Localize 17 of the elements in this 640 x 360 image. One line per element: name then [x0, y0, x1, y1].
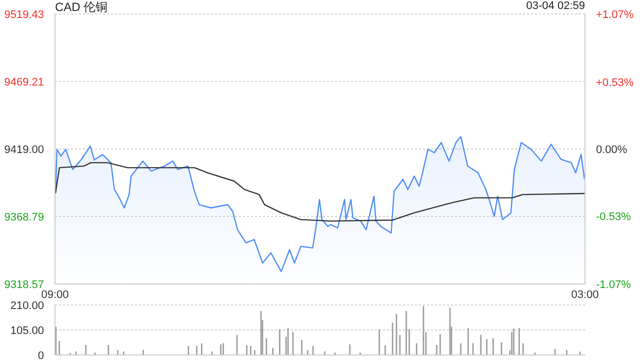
- x-tick-label: 09:00: [41, 289, 69, 301]
- chart-title: CAD 伦铜: [55, 0, 108, 16]
- y2-tick-label: -0.53%: [596, 210, 632, 223]
- y-tick-label: 9469.21: [4, 76, 44, 89]
- text: 03-04 02:59: [526, 0, 585, 12]
- y-tick-label: 9419.00: [4, 144, 44, 156]
- y-tick-label: 9318.57: [4, 279, 44, 291]
- y-tick-label: 9519.43: [4, 9, 44, 21]
- y-tick-label: 105.00: [10, 325, 44, 337]
- y2-tick-label: +1.07%: [596, 9, 634, 21]
- x-tick-label: 03:00: [571, 289, 599, 301]
- y-tick-label: 210.00: [10, 300, 44, 312]
- y-tick-label: 0: [38, 350, 44, 360]
- y2-tick-label: -1.07%: [596, 279, 632, 291]
- y-tick-label: 9368.79: [4, 211, 44, 224]
- y2-tick-label: 0.00%: [596, 144, 628, 156]
- y2-tick-label: +0.53%: [596, 77, 634, 90]
